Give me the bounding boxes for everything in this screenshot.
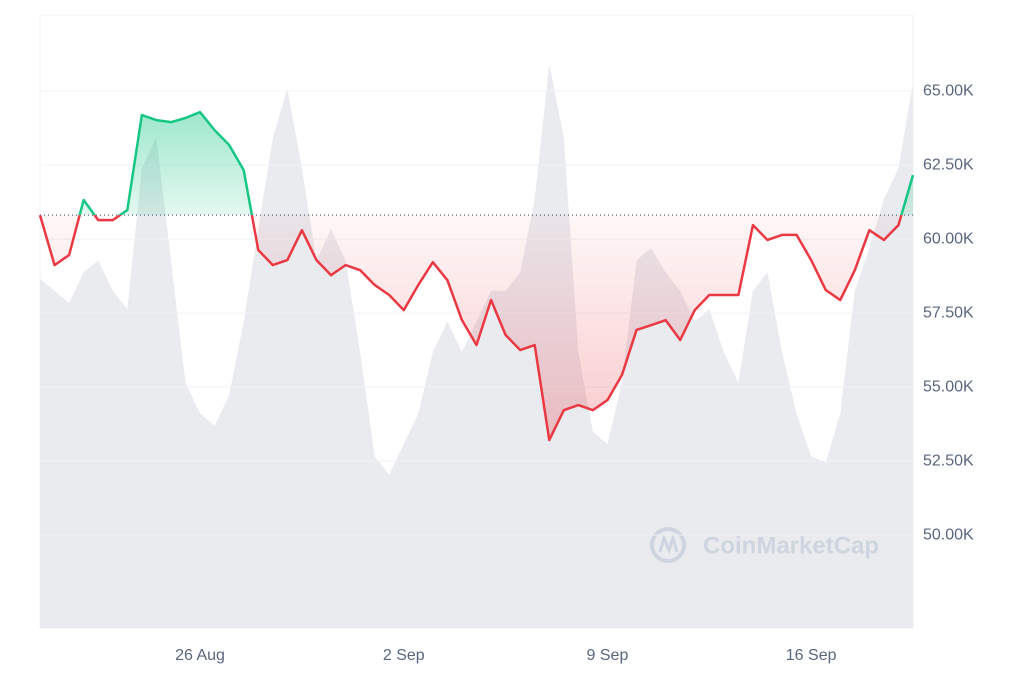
watermark-text: CoinMarketCap [703,532,879,559]
y-tick-label: 50.00K [923,526,974,543]
x-tick-label: 9 Sep [587,647,629,664]
watermark-logo-mark [658,532,679,555]
y-tick-label: 60.00K [923,230,974,247]
y-tick-label: 52.50K [923,452,974,469]
watermark-logo [650,527,686,563]
x-tick-label: 26 Aug [175,647,225,664]
area-up [79,112,913,216]
area-down [40,215,913,441]
x-tick-label: 2 Sep [383,647,425,664]
y-tick-label: 65.00K [923,82,974,99]
y-tick-label: 62.50K [923,156,974,173]
watermark: CoinMarketCap [650,527,879,563]
y-tick-label: 55.00K [923,378,974,395]
price-line-down [38,215,903,442]
x-tick-label: 16 Sep [786,647,837,664]
y-tick-label: 57.50K [923,304,974,321]
price-line-up [40,110,915,216]
